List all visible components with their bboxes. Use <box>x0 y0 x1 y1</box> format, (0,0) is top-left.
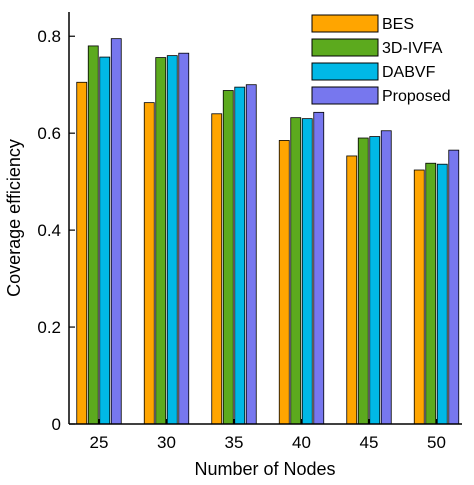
y-tick-label: 0.2 <box>37 318 61 337</box>
x-tick-label: 40 <box>292 433 311 452</box>
legend-label-3d-ivfa: 3D-IVFA <box>382 40 443 57</box>
x-tick-label: 30 <box>157 433 176 452</box>
legend-label-dabvf: DABVF <box>382 64 436 81</box>
bar-bes-40 <box>278 140 290 425</box>
bar-3d-ivfa-25 <box>87 45 99 425</box>
legend: BES 3D-IVFA DABVF Proposed <box>311 14 451 105</box>
bar-3d-ivfa-45 <box>357 137 369 425</box>
bar-3d-ivfa-30 <box>155 57 167 425</box>
y-axis-label: Coverage efficiency <box>4 139 24 297</box>
bar-proposed-25 <box>110 38 122 425</box>
bars-group <box>76 38 460 425</box>
bar-3d-ivfa-35 <box>222 90 234 425</box>
y-tick-label: 0.8 <box>37 27 61 46</box>
y-tick-label: 0.4 <box>37 221 61 240</box>
x-ticks-group: 25 30 35 40 45 50 <box>90 419 446 452</box>
bar-bes-50 <box>413 169 425 425</box>
bar-dabvf-30 <box>166 55 178 425</box>
bar-dabvf-35 <box>234 86 246 425</box>
bar-bes-45 <box>346 155 358 425</box>
bar-proposed-40 <box>313 111 325 425</box>
legend-swatch-proposed <box>311 86 379 105</box>
bar-dabvf-50 <box>436 163 448 425</box>
bar-bes-30 <box>143 102 155 425</box>
x-tick-label: 45 <box>360 433 379 452</box>
legend-label-proposed: Proposed <box>382 88 451 105</box>
legend-label-bes: BES <box>382 16 414 33</box>
bar-dabvf-40 <box>301 118 313 425</box>
legend-swatch-dabvf <box>311 62 379 81</box>
y-tick-label: 0 <box>52 415 61 434</box>
axes-group <box>68 12 462 425</box>
bar-proposed-35 <box>245 84 257 425</box>
bar-3d-ivfa-50 <box>425 162 437 425</box>
y-tick-label: 0.6 <box>37 124 61 143</box>
bar-bes-25 <box>76 81 88 425</box>
bar-proposed-30 <box>178 52 190 425</box>
bar-dabvf-25 <box>99 56 111 425</box>
bar-3d-ivfa-40 <box>290 117 302 425</box>
x-axis-label: Number of Nodes <box>194 459 335 479</box>
legend-swatch-bes <box>311 14 379 33</box>
bar-dabvf-45 <box>369 136 381 425</box>
y-ticks-group: 0 0.2 0.4 0.6 0.8 <box>37 27 75 434</box>
x-tick-label: 50 <box>427 433 446 452</box>
bar-proposed-45 <box>380 130 392 425</box>
bar-bes-35 <box>211 113 223 425</box>
x-tick-label: 25 <box>90 433 109 452</box>
legend-swatch-3d-ivfa <box>311 38 379 57</box>
x-tick-label: 35 <box>225 433 244 452</box>
bar-proposed-50 <box>448 149 460 425</box>
